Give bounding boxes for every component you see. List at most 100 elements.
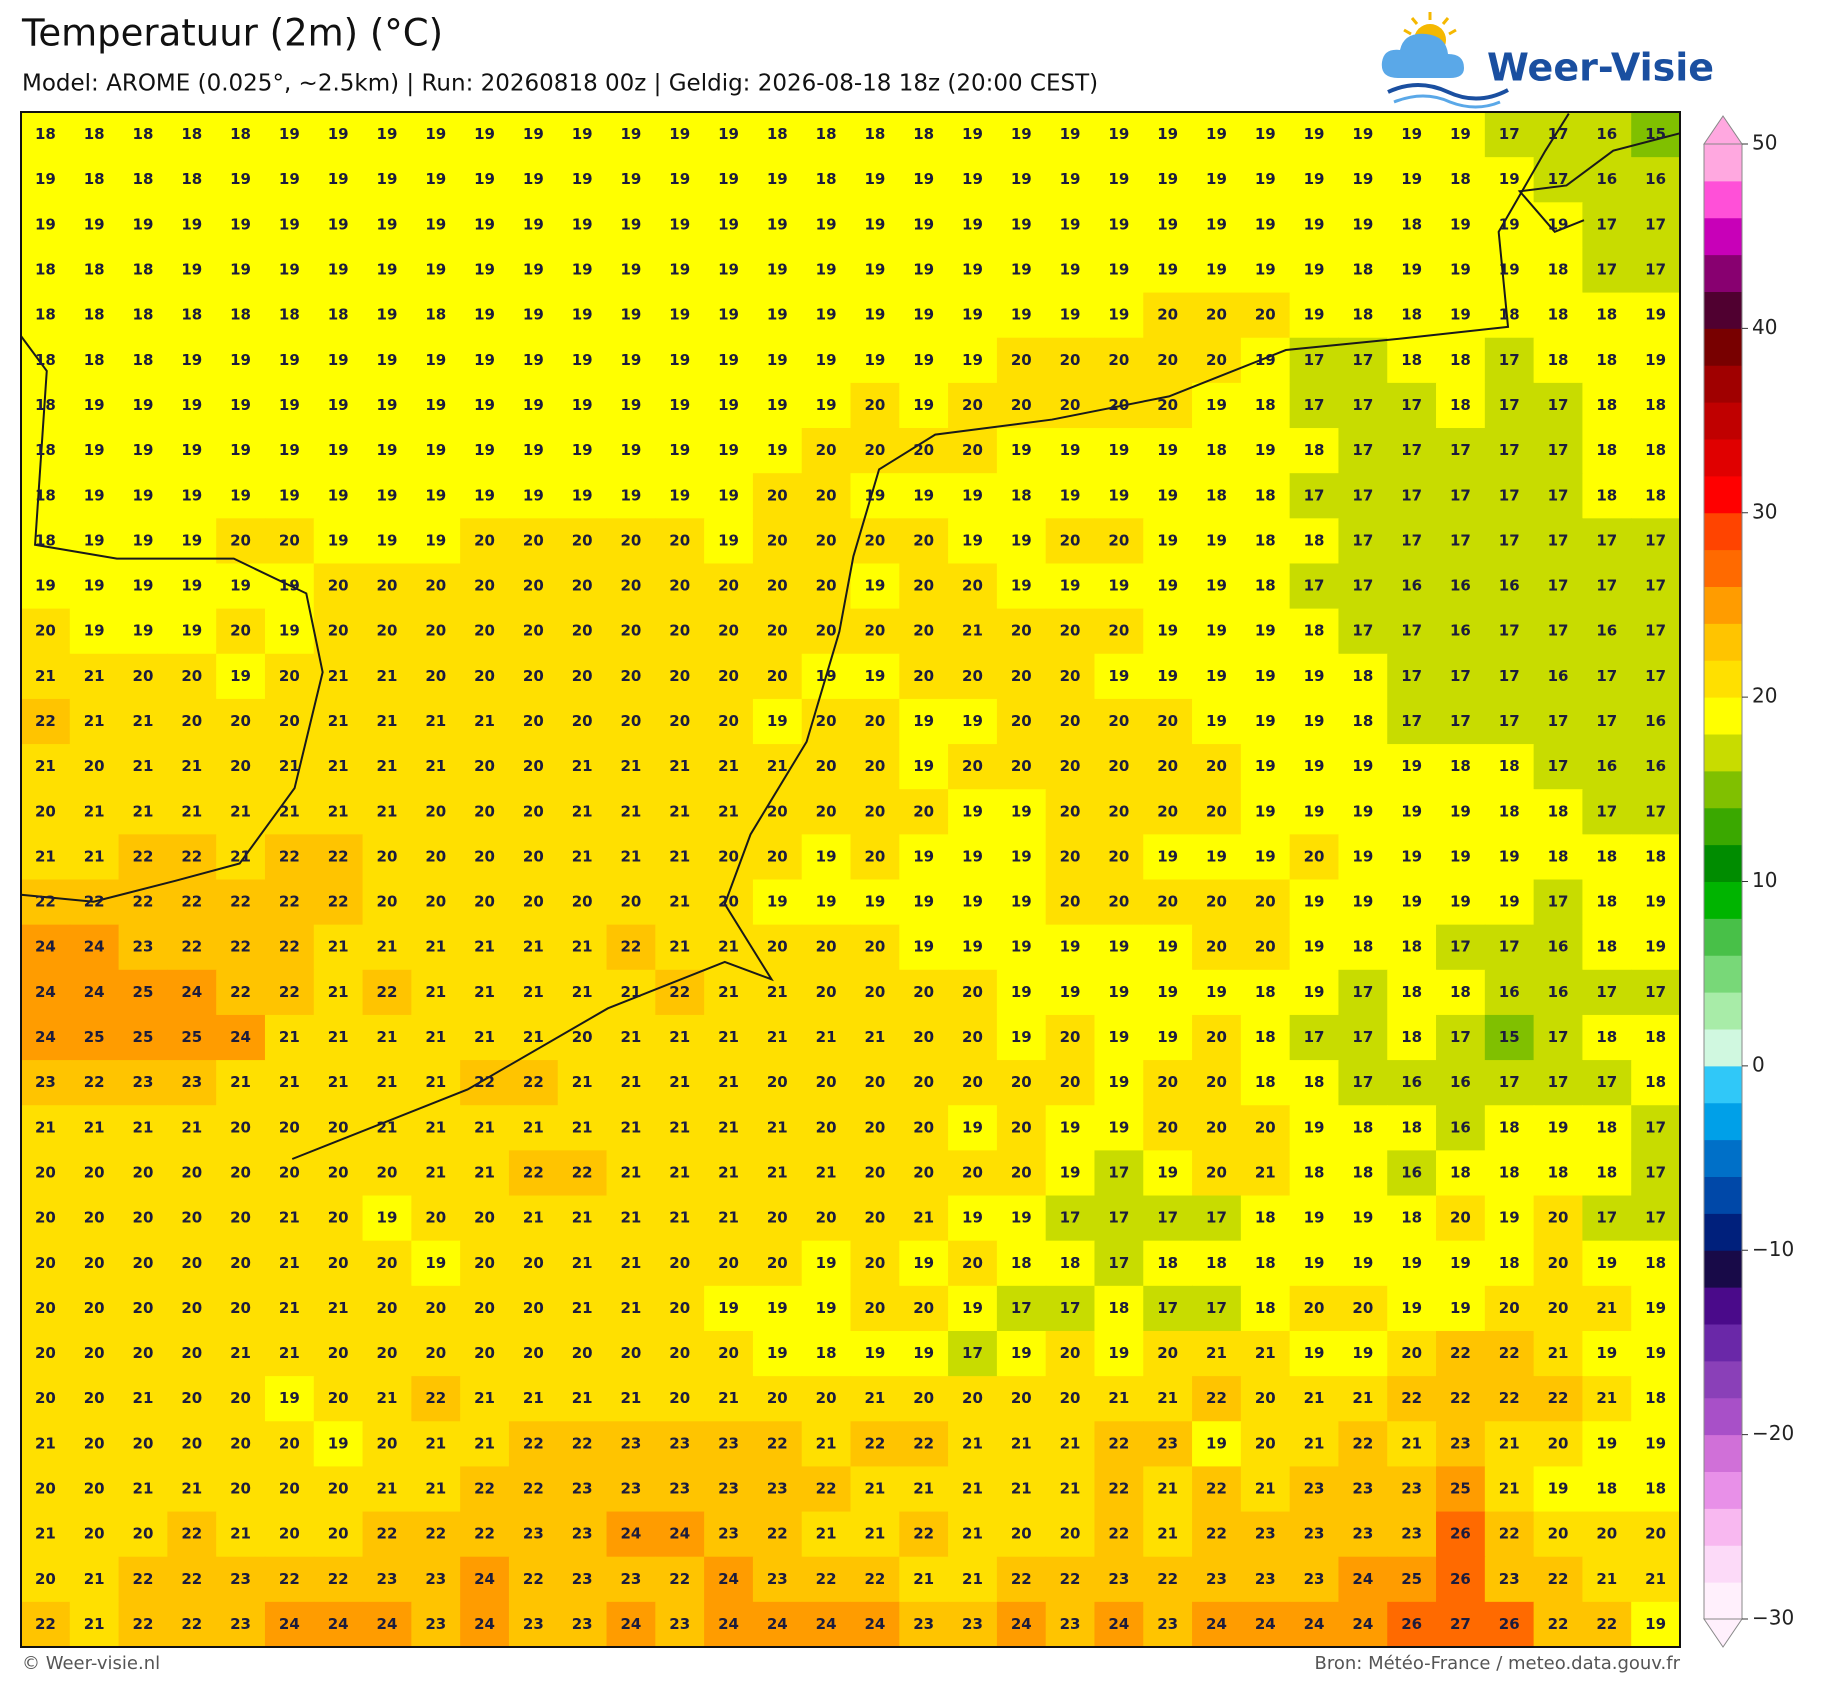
cell-label: 23 xyxy=(767,1570,788,1588)
cell-label: 19 xyxy=(1108,983,1129,1001)
temperature-cell xyxy=(1582,382,1632,429)
temperature-cell xyxy=(460,202,510,249)
temperature-cell xyxy=(69,1014,120,1061)
temperature-cell xyxy=(557,112,608,158)
cell-label: 20 xyxy=(425,847,446,865)
cell-label: 20 xyxy=(377,847,398,865)
temperature-cell xyxy=(557,292,608,339)
cell-label: 17 xyxy=(1596,1209,1617,1227)
temperature-cell xyxy=(1289,292,1340,339)
temperature-cell xyxy=(1289,202,1340,249)
cell-label: 19 xyxy=(425,396,446,414)
temperature-cell xyxy=(216,563,266,610)
temperature-cell xyxy=(1240,157,1291,203)
temperature-cell xyxy=(1484,563,1535,610)
cell-label: 23 xyxy=(669,1479,690,1497)
temperature-cell xyxy=(752,202,803,249)
cell-label: 17 xyxy=(1401,622,1422,640)
cell-label: 19 xyxy=(377,261,398,279)
cell-label: 20 xyxy=(864,1118,885,1136)
colorbar-bin xyxy=(1704,1213,1742,1251)
cell-label: 22 xyxy=(474,1525,495,1543)
temperature-cell xyxy=(606,382,656,429)
temperature-cell xyxy=(460,292,510,339)
cell-label: 17 xyxy=(1548,486,1569,504)
cell-label: 19 xyxy=(1304,667,1325,685)
temperature-cell xyxy=(801,1285,852,1332)
cell-label: 21 xyxy=(913,1209,934,1227)
cell-label: 20 xyxy=(767,938,788,956)
temperature-cell xyxy=(264,789,315,835)
cell-label: 21 xyxy=(1304,1389,1325,1407)
colorbar-bin xyxy=(1704,1508,1742,1546)
temperature-cell xyxy=(801,924,852,971)
cell-label: 20 xyxy=(767,486,788,504)
cell-label: 19 xyxy=(1401,170,1422,188)
cell-label: 21 xyxy=(620,802,641,820)
temperature-cell xyxy=(899,1285,949,1332)
temperature-cell xyxy=(1143,1150,1193,1197)
cell-label: 18 xyxy=(1304,1163,1325,1181)
cell-label: 21 xyxy=(718,802,739,820)
cell-label: 21 xyxy=(718,1118,739,1136)
cell-label: 19 xyxy=(1548,1118,1569,1136)
cell-label: 20 xyxy=(962,396,983,414)
cell-label: 19 xyxy=(1645,351,1666,369)
cell-label: 17 xyxy=(1060,1299,1081,1317)
cell-label: 19 xyxy=(133,577,154,595)
cell-label: 24 xyxy=(279,1615,300,1633)
temperature-cell xyxy=(948,1150,998,1197)
cell-label: 18 xyxy=(279,306,300,324)
cell-label: 21 xyxy=(913,1479,934,1497)
temperature-cell xyxy=(850,1285,900,1332)
temperature-cell xyxy=(508,969,559,1016)
cell-label: 18 xyxy=(1645,1254,1666,1272)
cell-label: 19 xyxy=(669,125,690,143)
cell-label: 19 xyxy=(328,441,349,459)
cell-label: 19 xyxy=(864,667,885,685)
cell-label: 19 xyxy=(962,351,983,369)
temperature-cell xyxy=(167,1330,217,1377)
temperature-cell xyxy=(69,518,120,565)
cell-label: 21 xyxy=(962,1434,983,1452)
temperature-cell xyxy=(899,1105,949,1151)
cell-label: 19 xyxy=(523,125,544,143)
cell-label: 21 xyxy=(572,1299,593,1317)
cell-label: 20 xyxy=(767,577,788,595)
cell-label: 18 xyxy=(1011,486,1032,504)
cell-label: 20 xyxy=(474,1299,495,1317)
temperature-cell xyxy=(1240,879,1291,926)
cell-label: 17 xyxy=(1548,396,1569,414)
temperature-cell xyxy=(1240,1285,1291,1332)
cell-label: 19 xyxy=(767,351,788,369)
colorbar-bin xyxy=(1704,1139,1742,1177)
cell-label: 18 xyxy=(1206,486,1227,504)
cell-label: 20 xyxy=(181,712,202,730)
cell-label: 22 xyxy=(84,1073,105,1091)
cell-label: 19 xyxy=(669,170,690,188)
temperature-cell xyxy=(1631,879,1681,926)
cell-label: 20 xyxy=(572,893,593,911)
temperature-cell xyxy=(704,1330,754,1377)
cell-label: 17 xyxy=(1548,622,1569,640)
colorbar-bin xyxy=(1704,402,1742,440)
temperature-cell xyxy=(606,924,656,971)
colorbar-bin xyxy=(1704,955,1742,993)
cell-label: 19 xyxy=(1304,893,1325,911)
cell-label: 19 xyxy=(1304,712,1325,730)
temperature-cell xyxy=(557,382,608,429)
cell-label: 20 xyxy=(377,1299,398,1317)
temperature-cell xyxy=(1094,563,1144,610)
cell-label: 18 xyxy=(816,170,837,188)
cell-label: 21 xyxy=(230,802,251,820)
cell-label: 22 xyxy=(767,1434,788,1452)
temperature-cell xyxy=(1582,473,1632,519)
cell-label: 21 xyxy=(767,1163,788,1181)
temperature-cell xyxy=(264,473,315,519)
temperature-cell xyxy=(21,1014,71,1061)
cell-label: 21 xyxy=(35,667,56,685)
temperature-cell xyxy=(948,969,998,1016)
temperature-cell xyxy=(118,1060,168,1106)
cell-label: 15 xyxy=(1645,125,1666,143)
temperature-cell xyxy=(1533,1240,1584,1287)
